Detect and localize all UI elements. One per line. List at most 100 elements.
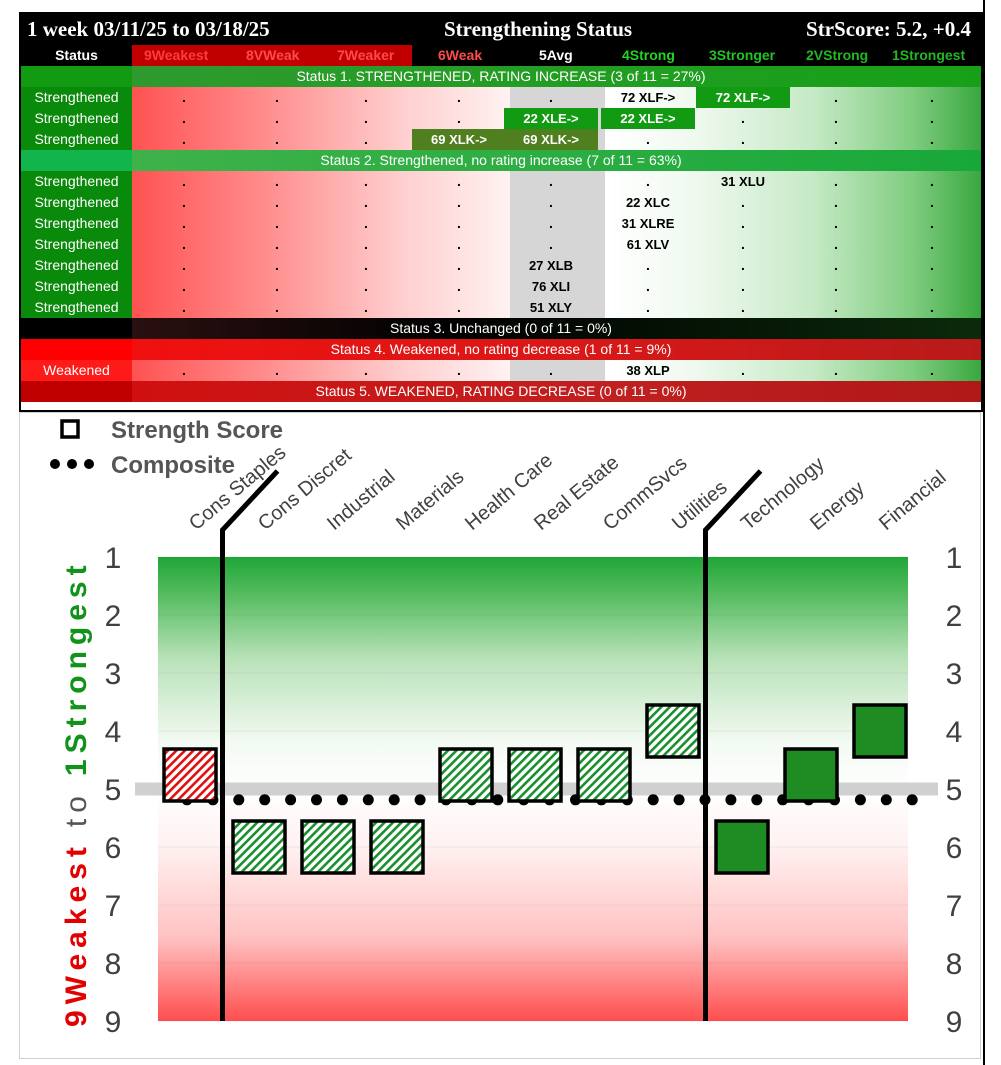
rating-grid (132, 255, 981, 276)
empty-cell-dot: . (275, 89, 279, 105)
legend-strength-score: Strength Score (111, 417, 283, 444)
rating-grid (132, 192, 981, 213)
etf-entry: 76 XLI (531, 279, 571, 294)
avg-column-band (510, 297, 605, 318)
column-header-row: Status 9Weakest 8VWeak 7Weaker 6Weak 5Av… (21, 45, 981, 66)
etf-entry: 31 XLU (720, 174, 766, 189)
sector-divider (220, 469, 280, 1021)
y-tick-right: 8 (946, 948, 963, 981)
empty-cell-dot: . (182, 131, 186, 147)
avg-column-band (510, 171, 605, 192)
y-tick-right: 4 (946, 716, 963, 749)
y-tick-left: 9 (105, 1006, 122, 1039)
y-tick-left: 6 (105, 832, 122, 865)
empty-cell-dot: . (834, 236, 838, 252)
etf-entry: 27 XLB (528, 258, 574, 273)
empty-cell-dot: . (930, 194, 934, 210)
table-row: Strengthened 31 XLU........ (21, 171, 981, 192)
empty-cell-dot: . (930, 236, 934, 252)
composite-dot (699, 794, 711, 806)
empty-cell-dot: . (364, 110, 368, 126)
empty-cell-dot: . (275, 362, 279, 378)
rating-grid (132, 171, 981, 192)
y-axis-label-part: to (60, 790, 93, 827)
table-row: Strengthened 72 XLF-> 72 XLF->....... (21, 87, 981, 108)
y-tick-right: 5 (946, 774, 963, 807)
rating-grid (132, 297, 981, 318)
empty-cell-dot: . (834, 278, 838, 294)
empty-cell-dot: . (457, 236, 461, 252)
rating-header-8: 8VWeak (246, 47, 300, 63)
empty-cell-dot: . (834, 110, 838, 126)
empty-cell-dot: . (182, 257, 186, 273)
section-label: Status 4. Weakened, no rating decrease (… (330, 341, 672, 357)
etf-entry: 22 XLC (625, 195, 671, 210)
rating-grid (132, 360, 981, 381)
rating-grid (132, 213, 981, 234)
y-tick-right: 7 (946, 890, 963, 923)
empty-cell-dot: . (364, 278, 368, 294)
y-tick-left: 2 (105, 600, 122, 633)
empty-cell-dot: . (182, 89, 186, 105)
composite-dot (906, 794, 918, 806)
empty-cell-dot: . (834, 257, 838, 273)
strength-score-marker (369, 819, 425, 875)
empty-cell-dot: . (646, 131, 650, 147)
avg-column-band (510, 213, 605, 234)
empty-cell-dot: . (930, 131, 934, 147)
strength-score-marker (300, 819, 356, 875)
empty-cell-dot: . (549, 215, 553, 231)
etf-entry: 69 XLK-> (412, 129, 506, 150)
row-status-cell: Strengthened (21, 297, 132, 318)
category-label: Financial (875, 467, 950, 535)
composite-dot (647, 794, 659, 806)
empty-cell-dot: . (457, 194, 461, 210)
rating-header-5: 5Avg (539, 47, 573, 63)
category-label: Materials (392, 466, 468, 535)
empty-cell-dot: . (741, 257, 745, 273)
empty-cell-dot: . (930, 257, 934, 273)
composite-dot (388, 794, 400, 806)
y-tick-right: 3 (946, 658, 963, 691)
section-label: Status 5. WEAKENED, RATING DECREASE (0 o… (315, 383, 687, 399)
status-section-header: Status 3. Unchanged (0 of 11 = 0%) (21, 318, 981, 339)
composite-dot (880, 794, 892, 806)
status-section-header: Status 1. STRENGTHENED, RATING INCREASE … (21, 66, 981, 87)
empty-cell-dot: . (834, 299, 838, 315)
empty-cell-dot: . (275, 257, 279, 273)
row-status-cell: Strengthened (21, 192, 132, 213)
rating-header-4: 4Strong (622, 47, 675, 63)
row-status-cell: Strengthened (21, 276, 132, 297)
section-label: Status 1. STRENGTHENED, RATING INCREASE … (296, 68, 706, 84)
category-label: Utilities (668, 477, 732, 535)
empty-cell-dot: . (364, 89, 368, 105)
empty-cell-dot: . (834, 173, 838, 189)
empty-cell-dot: . (646, 173, 650, 189)
empty-cell-dot: . (457, 215, 461, 231)
empty-cell-dot: . (182, 110, 186, 126)
strength-score-marker (162, 747, 218, 803)
empty-cell-dot: . (275, 236, 279, 252)
rating-header-9: 9Weakest (144, 47, 209, 63)
avg-column-band (510, 87, 605, 108)
composite-dot (751, 794, 763, 806)
y-tick-left: 1 (105, 542, 122, 575)
etf-entry: 22 XLE-> (504, 108, 598, 129)
empty-cell-dot: . (182, 299, 186, 315)
strength-score-marker (438, 747, 494, 803)
table-row: Strengthened 22 XLC........ (21, 192, 981, 213)
table-row: Strengthened 76 XLI........ (21, 276, 981, 297)
empty-cell-dot: . (457, 299, 461, 315)
empty-cell-dot: . (930, 299, 934, 315)
table-row: Strengthened 22 XLE-> 22 XLE->....... (21, 108, 981, 129)
empty-cell-dot: . (364, 215, 368, 231)
composite-dot (233, 794, 245, 806)
y-tick-right: 9 (946, 1006, 963, 1039)
legend-dot-marker (67, 459, 77, 469)
empty-cell-dot: . (364, 131, 368, 147)
strength-chart: 1 1 2 2 3 3 4 4 5 5 6 6 7 7 8 8 9 9 Cons Staples Cons Discr… (19, 412, 981, 1059)
status-column-header: Status (55, 47, 98, 63)
empty-cell-dot: . (930, 110, 934, 126)
y-tick-right: 6 (946, 832, 963, 865)
y-tick-left: 3 (105, 658, 122, 691)
